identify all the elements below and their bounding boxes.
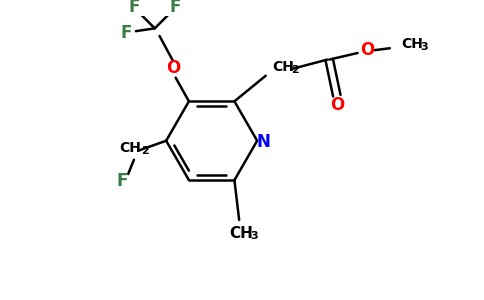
Text: F: F [121, 24, 132, 42]
Text: CH: CH [272, 60, 294, 74]
Text: 2: 2 [141, 146, 149, 156]
Text: CH: CH [119, 141, 141, 155]
Text: 2: 2 [291, 65, 299, 75]
Text: O: O [360, 41, 374, 59]
Text: F: F [128, 0, 139, 16]
Text: N: N [257, 133, 271, 151]
Text: F: F [117, 172, 128, 190]
Text: CH: CH [229, 226, 253, 241]
Text: F: F [170, 0, 182, 16]
Text: O: O [331, 96, 345, 114]
Text: O: O [166, 59, 180, 77]
Text: 3: 3 [420, 42, 428, 52]
Text: CH: CH [401, 38, 423, 51]
Text: 3: 3 [251, 231, 258, 241]
